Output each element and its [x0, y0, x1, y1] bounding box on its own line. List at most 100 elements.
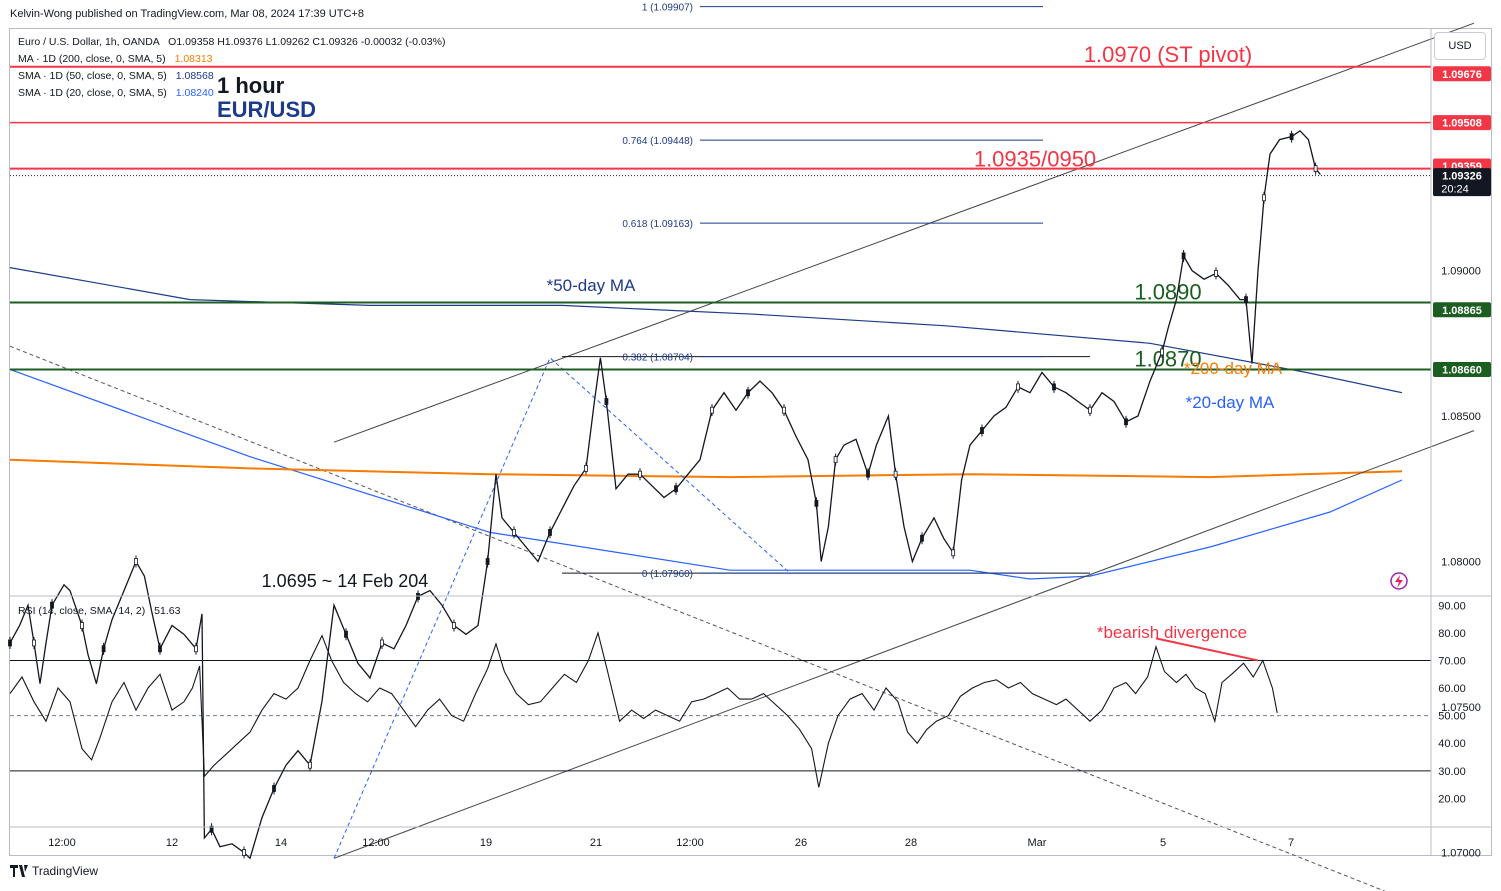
candle-body	[452, 622, 456, 629]
alert-flash-ring	[1390, 572, 1408, 590]
candle-body	[1016, 383, 1020, 391]
legend-sma50-label: SMA · 1D (50, close, 0, SMA, 5)	[18, 70, 167, 82]
legend-symbol-name: Euro / U.S. Dollar, 1h, OANDA	[18, 36, 160, 48]
price-tag-label: 1.08660	[1442, 364, 1482, 376]
candle-body	[1289, 133, 1294, 141]
candle-body	[1052, 383, 1056, 391]
candle-body	[1214, 270, 1218, 277]
candle-body	[1313, 165, 1318, 173]
time-axis-tick: 14	[275, 837, 287, 849]
price-tag	[1433, 115, 1491, 131]
candle-body	[638, 470, 642, 478]
price-axis-tick: 1.07000	[1441, 848, 1481, 860]
candle-body	[814, 499, 819, 507]
candle-body	[866, 470, 870, 478]
candle-body	[209, 825, 214, 833]
rsi-axis-tick: 80.00	[1438, 628, 1466, 640]
legend-sma20-label: SMA · 1D (20, close, 0, SMA, 5)	[18, 87, 167, 99]
candle-body	[980, 427, 984, 434]
legend-ma200-value: 1.08313	[174, 53, 213, 65]
candle-body	[272, 785, 276, 792]
candle-body	[548, 529, 552, 536]
rsi-axis-tick: 70.00	[1438, 655, 1466, 667]
legend-ohlc: O1.09358 H1.09376 L1.09262 C1.09326 -0.0…	[168, 36, 446, 48]
lower-channel-line	[333, 430, 1475, 859]
rsi-axis-tick: 50.00	[1438, 711, 1466, 723]
ma20-line	[9, 368, 1403, 580]
candle-body	[485, 558, 490, 565]
fib-level-label: 0.618 (1.09163)	[622, 219, 693, 230]
level-label: 1.0870	[1134, 346, 1201, 371]
candle-body	[920, 534, 924, 542]
time-axis-tick: 12	[166, 837, 178, 849]
bearish-divergence-label: *bearish divergence	[1097, 623, 1247, 642]
candle-body	[242, 849, 246, 856]
fib-level-label: 0.382 (1.08704)	[622, 353, 693, 364]
swing-low-annotation: 1.0695 ~ 14 Feb 204	[262, 571, 429, 591]
footer-brand: TradingView	[32, 864, 99, 878]
legend-symbol: Euro / U.S. Dollar, 1h, OANDA O1.09358 H…	[18, 36, 445, 48]
ma200-line	[9, 458, 1403, 479]
candle-body	[951, 549, 956, 557]
candle-body	[833, 456, 838, 464]
legend-rsi-label: RSI (14, close, SMA, 14, 2)	[18, 605, 146, 617]
price-tag-label: 1.09676	[1442, 69, 1482, 81]
ma200-annotation: *200-day MA	[1184, 359, 1283, 378]
candle-body	[134, 558, 138, 565]
candle-body	[8, 639, 12, 647]
price-tag-countdown: 20:24	[1441, 184, 1469, 196]
publisher-line: Kelvin-Wong published on TradingView.com…	[10, 8, 364, 20]
candle-body	[1262, 194, 1266, 202]
alert-flash-bolt	[1395, 575, 1403, 588]
rsi-axis-tick: 20.00	[1438, 793, 1466, 805]
candle-body	[158, 645, 162, 653]
legend-rsi[interactable]: RSI (14, close, SMA, 14, 2) 51.63	[18, 605, 180, 617]
candle-body	[746, 389, 750, 397]
level-label: 1.0890	[1134, 280, 1201, 305]
candle-body	[101, 645, 106, 653]
time-axis-tick: 7	[1288, 837, 1294, 849]
tradingview-footer[interactable]: TradingView	[10, 864, 98, 878]
legend-sma50[interactable]: SMA · 1D (50, close, 0, SMA, 5) 1.08568	[18, 70, 214, 82]
price-tag-label: 1.09508	[1442, 118, 1482, 130]
ma20-annotation: *20-day MA	[1186, 393, 1275, 412]
candle-body	[604, 398, 609, 405]
legend-sma20[interactable]: SMA · 1D (20, close, 0, SMA, 5) 1.08240	[18, 87, 214, 99]
bearish-divergence-line	[1155, 637, 1259, 662]
rsi-axis-tick: 40.00	[1438, 738, 1466, 750]
candle-body	[782, 406, 786, 414]
currency-button[interactable]: USD	[1434, 32, 1486, 60]
price-tag-label: 1.08865	[1442, 305, 1482, 317]
candle-body	[344, 630, 348, 638]
time-axis-tick: 28	[905, 837, 917, 849]
price-axis-tick: 1.08500	[1441, 411, 1481, 423]
time-axis-tick: 12:00	[362, 837, 390, 849]
ma50-annotation: *50-day MA	[547, 276, 636, 295]
level-label: 1.0970 (ST pivot)	[1084, 42, 1252, 67]
rsi-series	[9, 630, 1278, 788]
candle-body	[1124, 418, 1128, 426]
candle-body	[80, 622, 84, 629]
candle-body	[710, 406, 714, 414]
candle-body	[380, 639, 384, 647]
price-axis-tick: 1.09000	[1441, 266, 1481, 278]
fib-level-label: 1 (1.09907)	[642, 3, 693, 14]
legend-ma200[interactable]: MA · 1D (200, close, 0, SMA, 5) 1.08313	[18, 53, 213, 65]
chart-frame	[9, 28, 1492, 856]
price-tag	[1433, 66, 1491, 82]
alert-flash-icon[interactable]	[1390, 572, 1408, 590]
fib-projection-line	[333, 356, 791, 859]
candle-body	[32, 639, 36, 647]
candle-body	[1160, 348, 1164, 356]
price-tag	[1433, 361, 1491, 377]
time-axis-tick: Mar	[1028, 837, 1047, 849]
fib-level-label: 0 (1.07960)	[642, 569, 693, 580]
candle-body	[674, 485, 678, 493]
price-axis-tick: 1.08000	[1441, 557, 1481, 569]
rsi-axis-tick: 90.00	[1438, 600, 1466, 612]
candle-body	[512, 529, 516, 536]
candle-body	[1244, 296, 1248, 304]
legend-ma200-label: MA · 1D (200, close, 0, SMA, 5)	[18, 53, 166, 65]
candle-body	[584, 464, 588, 472]
